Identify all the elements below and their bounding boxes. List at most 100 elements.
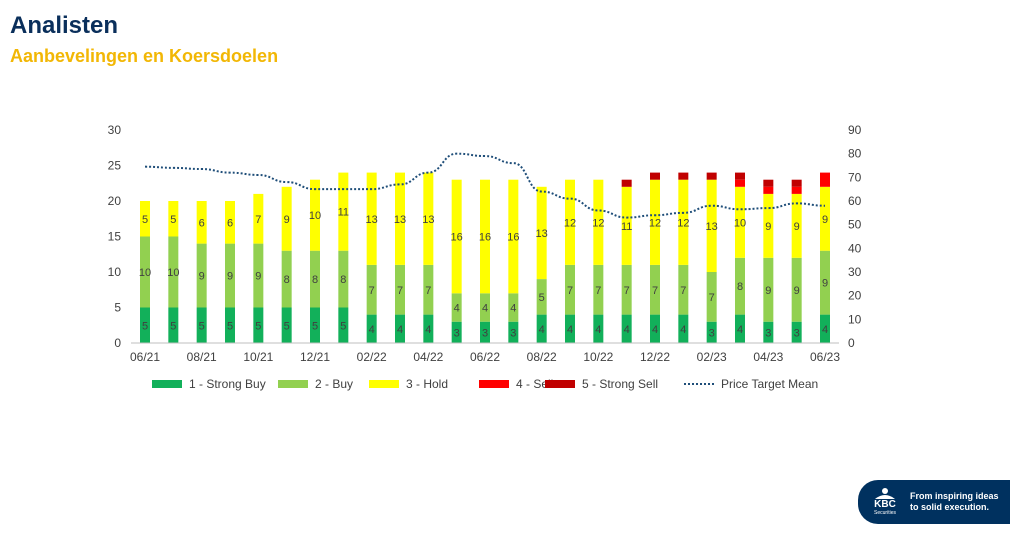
bar-value-label: 4 — [822, 324, 828, 336]
bar-value-label: 12 — [564, 217, 576, 229]
bar-segment — [763, 257, 774, 322]
bar-value-label: 9 — [794, 285, 800, 297]
bar-segment — [338, 172, 349, 251]
bar-segment — [310, 250, 320, 308]
bar-segment — [140, 236, 150, 308]
bar-value-label: 4 — [624, 324, 630, 336]
bar-value-label: 13 — [422, 214, 434, 226]
bar-segment — [650, 172, 660, 180]
bar-segment — [168, 201, 179, 237]
bar-value-label: 4 — [454, 303, 460, 315]
price-target-line — [144, 152, 826, 219]
bar-segment — [196, 243, 207, 308]
bar-segment — [820, 314, 830, 343]
bar-segment — [678, 264, 689, 315]
bar-value-label: 9 — [822, 214, 828, 226]
y-tick-label: 5 — [114, 301, 121, 315]
y2-tick-label: 90 — [848, 123, 862, 137]
kbc-logo-icon: KBC Securities — [866, 484, 904, 520]
bar-segment — [310, 307, 320, 343]
bar-value-label: 5 — [142, 320, 148, 332]
bar-value-label: 12 — [649, 217, 661, 229]
bar-value-label: 13 — [394, 214, 406, 226]
bar-segment — [593, 314, 604, 343]
bar-value-label: 8 — [340, 274, 346, 286]
bar-value-label: 3 — [482, 327, 488, 339]
bar-value-label: 4 — [595, 324, 601, 336]
kbc-logo-subtext: Securities — [874, 510, 896, 516]
bar-segment — [820, 186, 830, 251]
bar-value-label: 4 — [369, 324, 375, 336]
legend-swatch — [479, 380, 509, 388]
bar-segment — [423, 172, 434, 265]
bar-segment — [366, 314, 377, 343]
bar-value-label: 5 — [340, 320, 346, 332]
bar-segment — [791, 257, 802, 322]
bar-value-label: 11 — [621, 221, 632, 233]
bar-value-label: 4 — [482, 303, 488, 315]
y2-tick-label: 30 — [848, 265, 862, 279]
bar-segment — [536, 314, 547, 343]
bar-value-label: 9 — [765, 221, 771, 233]
bar-segment — [735, 314, 745, 343]
bar-segment — [565, 264, 575, 315]
bar-segment — [395, 172, 405, 265]
bar-value-label: 6 — [199, 217, 205, 229]
bar-value-label: 13 — [366, 214, 378, 226]
bar-segment — [565, 179, 575, 265]
bar-value-label: 13 — [536, 228, 548, 240]
bar-segment — [196, 201, 207, 244]
y-tick-label: 20 — [108, 194, 122, 208]
x-tick-label: 06/23 — [810, 350, 840, 364]
bar-segment — [196, 307, 207, 343]
bar-segment — [168, 307, 179, 343]
bar-segment — [820, 172, 830, 187]
bar-value-label: 7 — [709, 292, 715, 304]
bar-segment — [395, 314, 405, 343]
bar-value-label: 4 — [680, 324, 686, 336]
bar-segment — [338, 307, 349, 343]
legend-swatch — [152, 380, 182, 388]
bar-segment — [735, 257, 745, 315]
y-tick-label: 0 — [114, 336, 121, 350]
bar-value-label: 8 — [312, 274, 318, 286]
x-tick-label: 08/21 — [187, 350, 217, 364]
legend-swatch — [545, 380, 575, 388]
bar-value-label: 9 — [199, 271, 205, 283]
legend-swatch — [369, 380, 399, 388]
bar-value-label: 4 — [652, 324, 658, 336]
y-tick-label: 15 — [108, 230, 122, 244]
bar-segment — [763, 186, 774, 194]
bar-segment — [763, 179, 774, 187]
bar-segment — [451, 293, 462, 322]
bar-value-label: 4 — [567, 324, 573, 336]
bar-segment — [366, 172, 377, 265]
bar-segment — [451, 321, 462, 343]
bar-segment — [253, 243, 264, 308]
bar-value-label: 5 — [227, 320, 233, 332]
bar-segment — [423, 264, 434, 315]
bar-segment — [168, 236, 179, 308]
bar-segment — [593, 264, 604, 315]
kbc-mark-icon — [875, 488, 895, 499]
y-tick-label: 25 — [108, 159, 122, 173]
bar-segment — [791, 321, 802, 343]
bar-segment — [140, 201, 150, 237]
bar-value-label: 6 — [227, 217, 233, 229]
bar-value-label: 12 — [592, 217, 604, 229]
bar-segment — [225, 243, 235, 308]
bar-value-label: 9 — [255, 271, 261, 283]
kbc-tagline-line2: to solid execution. — [910, 502, 990, 512]
bar-segment — [508, 321, 519, 343]
bar-segment — [820, 250, 830, 315]
bar-segment — [281, 307, 292, 343]
bar-segment — [621, 314, 632, 343]
bar-segment — [253, 193, 264, 244]
bar-value-label: 11 — [338, 207, 349, 219]
x-tick-label: 06/22 — [470, 350, 500, 364]
bar-segment — [621, 186, 632, 265]
y2-tick-label: 50 — [848, 218, 862, 232]
bar-value-label: 7 — [567, 285, 573, 297]
x-tick-label: 08/22 — [527, 350, 557, 364]
bar-segment — [395, 264, 405, 315]
